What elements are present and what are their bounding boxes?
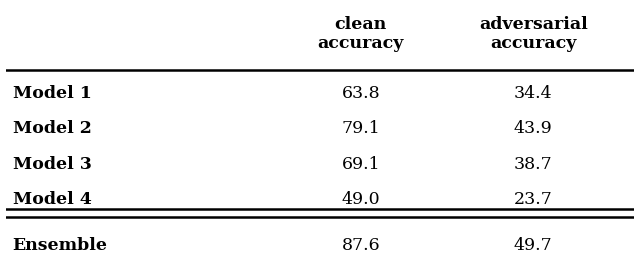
Text: 43.9: 43.9 <box>514 120 552 137</box>
Text: 87.6: 87.6 <box>342 237 380 254</box>
Text: 79.1: 79.1 <box>341 120 380 137</box>
Text: 49.7: 49.7 <box>514 237 552 254</box>
Text: 49.0: 49.0 <box>342 191 380 208</box>
Text: Model 3: Model 3 <box>13 156 92 173</box>
Text: Model 2: Model 2 <box>13 120 92 137</box>
Text: 63.8: 63.8 <box>342 85 380 102</box>
Text: 34.4: 34.4 <box>514 85 552 102</box>
Text: clean
accuracy: clean accuracy <box>317 16 404 53</box>
Text: 38.7: 38.7 <box>514 156 552 173</box>
Text: Model 1: Model 1 <box>13 85 92 102</box>
Text: 69.1: 69.1 <box>342 156 380 173</box>
Text: Ensemble: Ensemble <box>13 237 108 254</box>
Text: Model 4: Model 4 <box>13 191 92 208</box>
Text: adversarial
accuracy: adversarial accuracy <box>479 16 588 53</box>
Text: 23.7: 23.7 <box>514 191 553 208</box>
